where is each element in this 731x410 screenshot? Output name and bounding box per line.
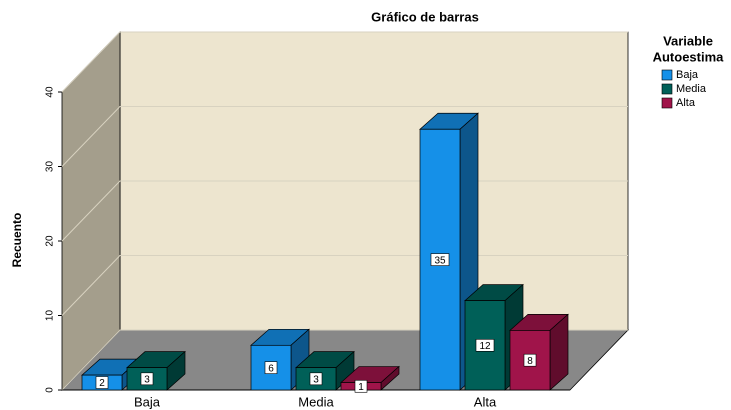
y-tick-label: 40	[45, 86, 56, 98]
value-label-box	[430, 253, 450, 266]
value-label: 1	[358, 382, 364, 393]
legend-swatch	[661, 69, 673, 81]
value-label: 35	[434, 255, 446, 266]
value-label-box	[95, 376, 109, 389]
value-label: 6	[268, 363, 274, 374]
value-label-box	[264, 361, 278, 374]
legend-swatch	[661, 83, 673, 95]
legend-swatch	[661, 97, 673, 109]
x-tick-label: Alta	[474, 394, 497, 409]
value-label-box	[140, 372, 154, 386]
value-label: 3	[313, 374, 319, 385]
bar	[295, 350, 355, 391]
bar	[509, 313, 569, 391]
legend-label: Alta	[676, 97, 696, 109]
x-tick-label: Media	[298, 394, 334, 409]
y-axis-label: Recuento	[10, 213, 24, 268]
y-tick-label: 20	[45, 235, 56, 247]
value-label-box	[309, 372, 323, 386]
y-tick-label: 0	[45, 387, 56, 393]
grid-line	[61, 106, 628, 167]
bar-front	[464, 300, 506, 391]
x-tick-label: Baja	[134, 394, 161, 409]
value-label-box	[523, 353, 537, 367]
value-label: 2	[99, 378, 105, 389]
legend-title: Variable	[663, 33, 713, 48]
legend-label: Baja	[676, 69, 699, 81]
value-label: 8	[527, 356, 533, 367]
y-tick-label: 30	[45, 161, 56, 173]
value-label: 3	[144, 374, 150, 385]
value-label-box	[475, 338, 495, 352]
legend-title: Autoestima	[653, 49, 725, 64]
value-label-box	[354, 379, 368, 393]
y-tick-label: 10	[45, 310, 56, 322]
value-label: 12	[479, 341, 491, 352]
grid-line	[61, 31, 628, 93]
chart-title: Gráfico de barras	[371, 9, 479, 24]
legend-label: Media	[676, 83, 707, 95]
